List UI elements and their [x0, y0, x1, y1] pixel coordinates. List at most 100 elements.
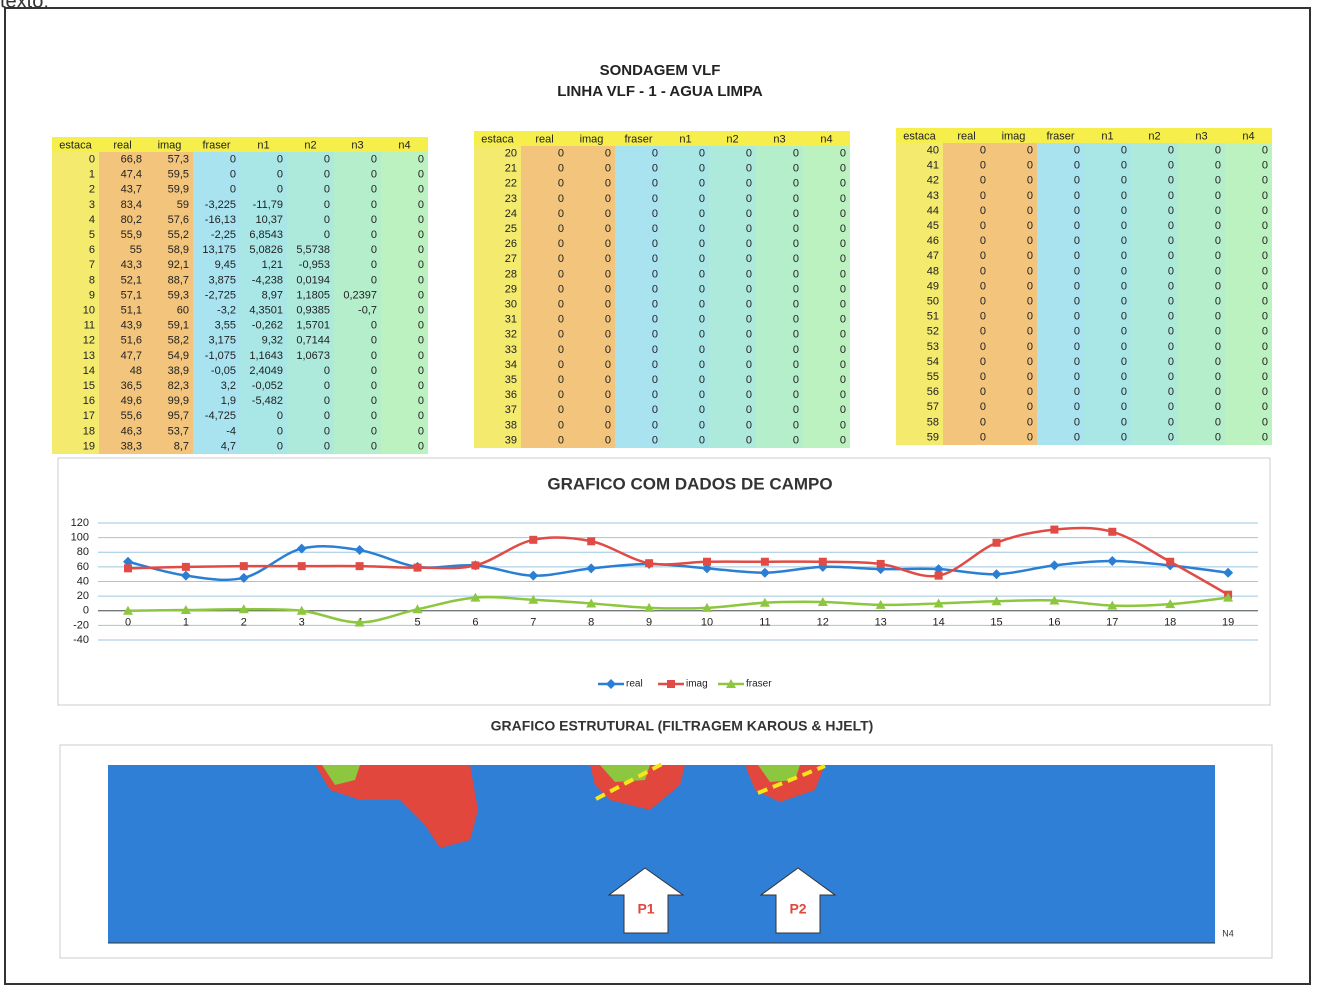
cell: 0	[1262, 341, 1268, 353]
cell: 25	[505, 223, 517, 235]
column-bg	[1084, 143, 1131, 445]
cell: 0	[1168, 356, 1174, 368]
point	[1049, 560, 1060, 571]
cell: 0	[652, 283, 658, 295]
cell: 0	[840, 253, 846, 265]
cell: 0	[840, 268, 846, 280]
cell: 32	[505, 329, 517, 341]
cell: 0	[418, 320, 424, 332]
cell: 0	[418, 274, 424, 286]
cell: 0	[746, 314, 752, 326]
cell: 52,1	[121, 274, 142, 286]
cell: 0	[1168, 205, 1174, 217]
point	[759, 597, 770, 607]
cell: 0	[980, 205, 986, 217]
dip-line	[595, 762, 663, 801]
cell: 0	[371, 440, 377, 452]
cell: 0	[1262, 295, 1268, 307]
cell: 0	[1027, 295, 1033, 307]
cell: 0	[324, 214, 330, 226]
legend-label: real	[626, 679, 643, 690]
cell: 0	[746, 434, 752, 446]
column-bg	[193, 152, 240, 454]
x-tick-label: 14	[932, 617, 944, 629]
cell: 55	[130, 244, 142, 256]
point	[1050, 525, 1059, 534]
point	[645, 559, 654, 568]
cell: 0	[1215, 295, 1221, 307]
cell: 0	[558, 178, 564, 190]
cell: 59,1	[168, 320, 189, 332]
point	[470, 592, 481, 602]
column-bg	[803, 146, 850, 448]
cell: 0	[1168, 220, 1174, 232]
cell: 0	[980, 326, 986, 338]
cell: 0	[699, 193, 705, 205]
cell: -0,262	[252, 320, 283, 332]
cell: 0	[277, 410, 283, 422]
cell: 0	[840, 298, 846, 310]
cell: 0	[1121, 341, 1127, 353]
arrow	[607, 867, 685, 934]
cell: 0	[1027, 265, 1033, 277]
cell: 0	[840, 434, 846, 446]
cell: 0	[371, 169, 377, 181]
cell: 0	[1215, 144, 1221, 156]
cell: 0	[371, 229, 377, 241]
cell: 0	[1121, 371, 1127, 383]
cell: 0	[1074, 401, 1080, 413]
cell: -2,25	[211, 229, 236, 241]
cell: 0	[840, 419, 846, 431]
cell: 26	[505, 238, 517, 250]
cell: 0	[1262, 250, 1268, 262]
cell: 0	[1262, 144, 1268, 156]
cell: 0	[652, 389, 658, 401]
cell: 0	[840, 238, 846, 250]
cell: -2,725	[205, 289, 236, 301]
cell: 57,3	[168, 153, 189, 165]
cell: -3,225	[205, 199, 236, 211]
cell: 0	[840, 344, 846, 356]
cell: 0	[605, 359, 611, 371]
cell: 0	[1262, 356, 1268, 368]
cell: 35	[505, 374, 517, 386]
cell: 0	[558, 374, 564, 386]
cell: 0	[840, 178, 846, 190]
cell: 0	[699, 147, 705, 159]
point	[726, 679, 736, 688]
cell: 0	[699, 434, 705, 446]
cell: 13,175	[202, 244, 236, 256]
cell: 0	[371, 380, 377, 392]
cell: 0	[980, 265, 986, 277]
point	[1223, 567, 1234, 578]
cell: 51,6	[121, 335, 142, 347]
column-bg	[99, 152, 146, 454]
cell: 0	[793, 314, 799, 326]
cell: 0	[652, 163, 658, 175]
cell: 0	[605, 238, 611, 250]
cell: 43	[927, 190, 939, 202]
column-header: real	[535, 133, 553, 145]
x-tick-label: 1	[183, 617, 189, 629]
cell: 8,7	[174, 440, 189, 452]
cell: 0	[840, 329, 846, 341]
x-tick-label: 2	[241, 617, 247, 629]
cell: 0	[699, 404, 705, 416]
cell: 0	[746, 374, 752, 386]
cell: -11,79	[253, 199, 283, 211]
cell: 0	[605, 329, 611, 341]
cell: 10,37	[255, 214, 283, 226]
cell: 4,3501	[249, 304, 283, 316]
column-bg	[381, 152, 428, 454]
cell: 0	[746, 193, 752, 205]
cell: 0	[1168, 326, 1174, 338]
cell: 0	[1074, 235, 1080, 247]
cell: 0	[324, 153, 330, 165]
column-header: n4	[1242, 130, 1254, 142]
point	[124, 564, 132, 573]
point	[296, 605, 307, 615]
cell: 0	[1121, 144, 1127, 156]
cell: 11	[84, 320, 95, 332]
cell: 0	[1074, 371, 1080, 383]
legend-label: fraser	[746, 679, 772, 690]
